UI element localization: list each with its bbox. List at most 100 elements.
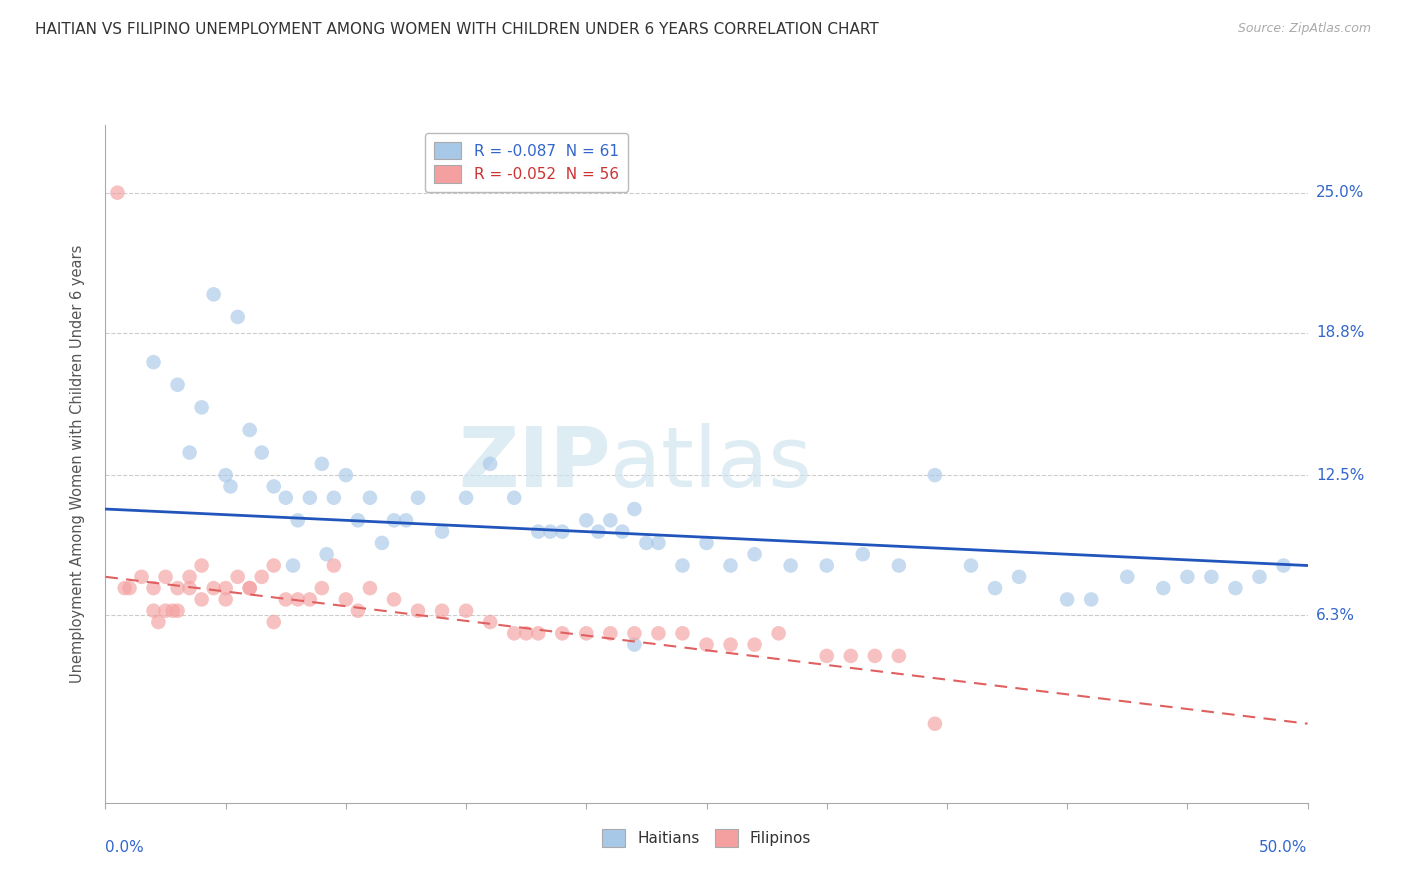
Point — [263, 615, 285, 629]
Point — [599, 626, 621, 640]
Point — [274, 592, 297, 607]
Point — [382, 513, 405, 527]
Point — [322, 491, 344, 505]
Point — [527, 626, 550, 640]
Point — [142, 604, 165, 618]
Point — [166, 581, 188, 595]
Point — [287, 592, 309, 607]
Point — [538, 524, 561, 539]
Point — [1272, 558, 1295, 573]
Point — [315, 547, 337, 561]
Point — [202, 287, 225, 301]
Point — [671, 558, 693, 573]
Text: 6.3%: 6.3% — [1316, 607, 1355, 623]
Point — [298, 592, 321, 607]
Point — [239, 581, 262, 595]
Point — [924, 716, 946, 731]
Point — [575, 626, 598, 640]
Point — [311, 457, 333, 471]
Point — [623, 638, 645, 652]
Point — [166, 377, 188, 392]
Point — [226, 310, 249, 324]
Point — [1175, 570, 1198, 584]
Point — [263, 479, 285, 493]
Point — [1008, 570, 1031, 584]
Point — [515, 626, 537, 640]
Point — [623, 502, 645, 516]
Point — [118, 581, 141, 595]
Point — [263, 558, 285, 573]
Point — [359, 581, 381, 595]
Point — [347, 513, 370, 527]
Point — [696, 638, 718, 652]
Point — [1056, 592, 1078, 607]
Point — [162, 604, 184, 618]
Point — [430, 604, 453, 618]
Point — [744, 547, 766, 561]
Point — [406, 491, 429, 505]
Point — [503, 626, 526, 640]
Point — [190, 401, 212, 415]
Point — [250, 445, 273, 459]
Point — [479, 615, 502, 629]
Point — [274, 491, 297, 505]
Point — [551, 626, 574, 640]
Point — [287, 513, 309, 527]
Point — [575, 513, 598, 527]
Point — [250, 570, 273, 584]
Point — [166, 604, 188, 618]
Point — [359, 491, 381, 505]
Point — [720, 638, 742, 652]
Point — [347, 604, 370, 618]
Point — [696, 536, 718, 550]
Point — [335, 468, 357, 483]
Point — [839, 648, 862, 663]
Text: HAITIAN VS FILIPINO UNEMPLOYMENT AMONG WOMEN WITH CHILDREN UNDER 6 YEARS CORRELA: HAITIAN VS FILIPINO UNEMPLOYMENT AMONG W… — [35, 22, 879, 37]
Point — [1201, 570, 1223, 584]
Text: atlas: atlas — [610, 424, 813, 504]
Text: 12.5%: 12.5% — [1316, 467, 1364, 483]
Point — [371, 536, 394, 550]
Text: Source: ZipAtlas.com: Source: ZipAtlas.com — [1237, 22, 1371, 36]
Point — [503, 491, 526, 505]
Point — [1225, 581, 1247, 595]
Point — [190, 558, 212, 573]
Point — [744, 638, 766, 652]
Point — [815, 558, 838, 573]
Point — [142, 581, 165, 595]
Point — [335, 592, 357, 607]
Point — [202, 581, 225, 595]
Point — [239, 423, 262, 437]
Point — [1152, 581, 1174, 595]
Point — [142, 355, 165, 369]
Point — [636, 536, 658, 550]
Point — [924, 468, 946, 483]
Point — [599, 513, 621, 527]
Point — [623, 626, 645, 640]
Point — [179, 581, 201, 595]
Point — [298, 491, 321, 505]
Point — [430, 524, 453, 539]
Point — [179, 570, 201, 584]
Text: 50.0%: 50.0% — [1260, 840, 1308, 855]
Point — [647, 626, 669, 640]
Point — [214, 468, 236, 483]
Point — [852, 547, 875, 561]
Point — [960, 558, 983, 573]
Text: 18.8%: 18.8% — [1316, 326, 1364, 340]
Point — [155, 604, 177, 618]
Point — [107, 186, 129, 200]
Point — [179, 445, 201, 459]
Point — [155, 570, 177, 584]
Point — [214, 581, 236, 595]
Point — [588, 524, 610, 539]
Point — [406, 604, 429, 618]
Point — [190, 592, 212, 607]
Legend: Haitians, Filipinos: Haitians, Filipinos — [596, 823, 817, 853]
Point — [887, 648, 910, 663]
Point — [647, 536, 669, 550]
Point — [226, 570, 249, 584]
Point — [148, 615, 170, 629]
Point — [863, 648, 886, 663]
Text: 25.0%: 25.0% — [1316, 186, 1364, 200]
